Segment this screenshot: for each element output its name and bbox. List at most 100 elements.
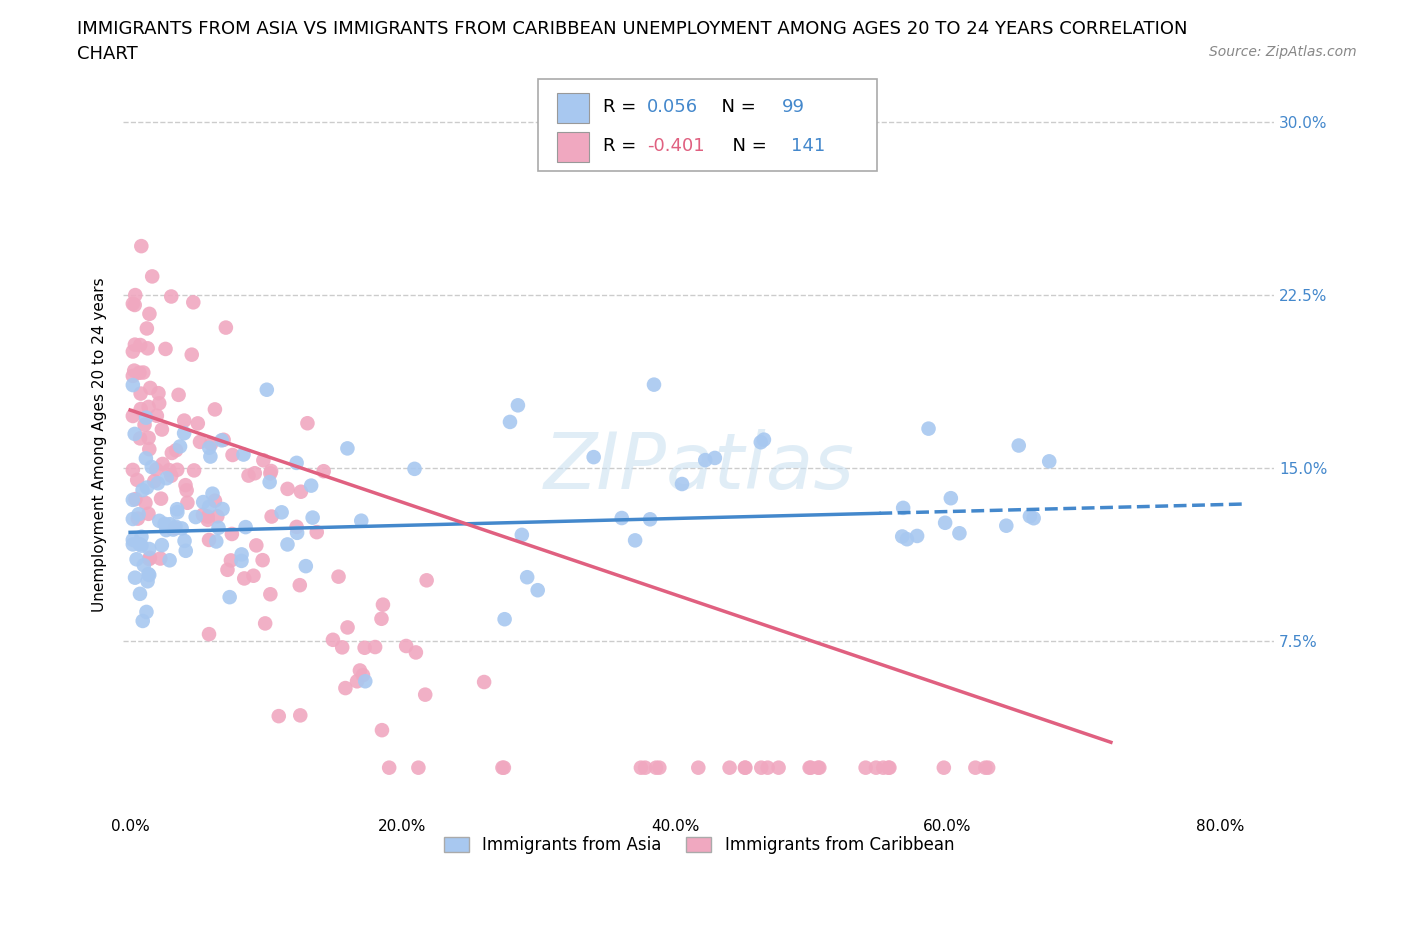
Point (492, 760, 515, 775)
Point (121, 297, 143, 312)
Point (415, 573, 437, 588)
Point (124, 287, 146, 302)
Point (472, 674, 495, 689)
Point (136, 574, 159, 589)
Point (197, 509, 219, 524)
Point (204, 402, 226, 417)
Point (238, 468, 260, 483)
Point (134, 418, 156, 432)
Point (896, 532, 918, 547)
Point (734, 760, 756, 775)
Point (939, 491, 962, 506)
Point (516, 570, 538, 585)
Point (221, 526, 243, 541)
Point (201, 486, 224, 501)
Point (121, 462, 143, 477)
Point (413, 687, 436, 702)
Point (242, 568, 264, 583)
Point (141, 459, 163, 474)
Point (243, 466, 266, 481)
Point (1019, 509, 1042, 524)
Point (132, 365, 155, 380)
Point (148, 513, 170, 528)
Bar (557, 132, 589, 162)
Point (800, 760, 823, 775)
Point (582, 450, 605, 465)
Point (305, 525, 328, 539)
Point (371, 597, 394, 612)
Point (135, 410, 157, 425)
Point (749, 435, 772, 450)
Point (328, 569, 350, 584)
Point (141, 269, 163, 284)
Point (131, 538, 153, 553)
Point (688, 760, 710, 775)
Point (173, 413, 195, 428)
Point (138, 541, 160, 556)
Point (153, 516, 176, 531)
Point (138, 306, 160, 321)
Point (121, 492, 143, 507)
Point (127, 472, 149, 487)
Point (352, 668, 374, 683)
Point (198, 499, 221, 514)
Text: N =: N = (721, 137, 772, 154)
Point (1038, 454, 1060, 469)
Point (288, 578, 311, 592)
Point (905, 528, 928, 543)
Point (891, 529, 914, 544)
Point (752, 432, 775, 447)
Point (200, 436, 222, 451)
Point (295, 559, 318, 574)
Point (131, 483, 153, 498)
Point (193, 495, 215, 510)
Point (138, 400, 160, 415)
Point (259, 587, 281, 602)
Point (148, 386, 170, 401)
Text: 0.056: 0.056 (647, 98, 699, 115)
Point (354, 674, 377, 689)
Point (872, 760, 894, 775)
Point (211, 501, 233, 516)
Point (143, 473, 166, 488)
Point (165, 519, 187, 534)
Y-axis label: Unemployment Among Ages 20 to 24 years: Unemployment Among Ages 20 to 24 years (93, 277, 107, 612)
Point (160, 469, 183, 484)
Point (150, 491, 173, 506)
Point (198, 533, 221, 548)
Point (163, 521, 186, 536)
Point (364, 640, 387, 655)
Point (150, 538, 173, 552)
Point (630, 760, 652, 775)
Point (176, 483, 198, 498)
Point (948, 525, 970, 540)
Point (169, 439, 191, 454)
Point (170, 521, 193, 536)
Text: N =: N = (710, 98, 762, 115)
Point (139, 551, 162, 565)
Point (330, 640, 353, 655)
Point (174, 543, 197, 558)
Point (217, 563, 239, 578)
Text: ZIPatlas: ZIPatlas (543, 429, 855, 505)
Point (124, 298, 146, 312)
Point (160, 289, 183, 304)
Point (155, 523, 177, 538)
Point (134, 496, 156, 511)
Point (231, 547, 253, 562)
Point (155, 341, 177, 356)
Text: Source: ZipAtlas.com: Source: ZipAtlas.com (1209, 45, 1357, 59)
Point (124, 492, 146, 507)
Point (648, 760, 671, 775)
Point (624, 533, 647, 548)
Point (799, 760, 821, 775)
Point (181, 295, 204, 310)
Point (124, 427, 146, 442)
Point (734, 760, 756, 775)
Point (974, 760, 997, 775)
Point (121, 512, 143, 526)
Text: CHART: CHART (77, 45, 138, 62)
Point (695, 453, 717, 468)
Point (121, 532, 143, 547)
Point (245, 538, 267, 552)
